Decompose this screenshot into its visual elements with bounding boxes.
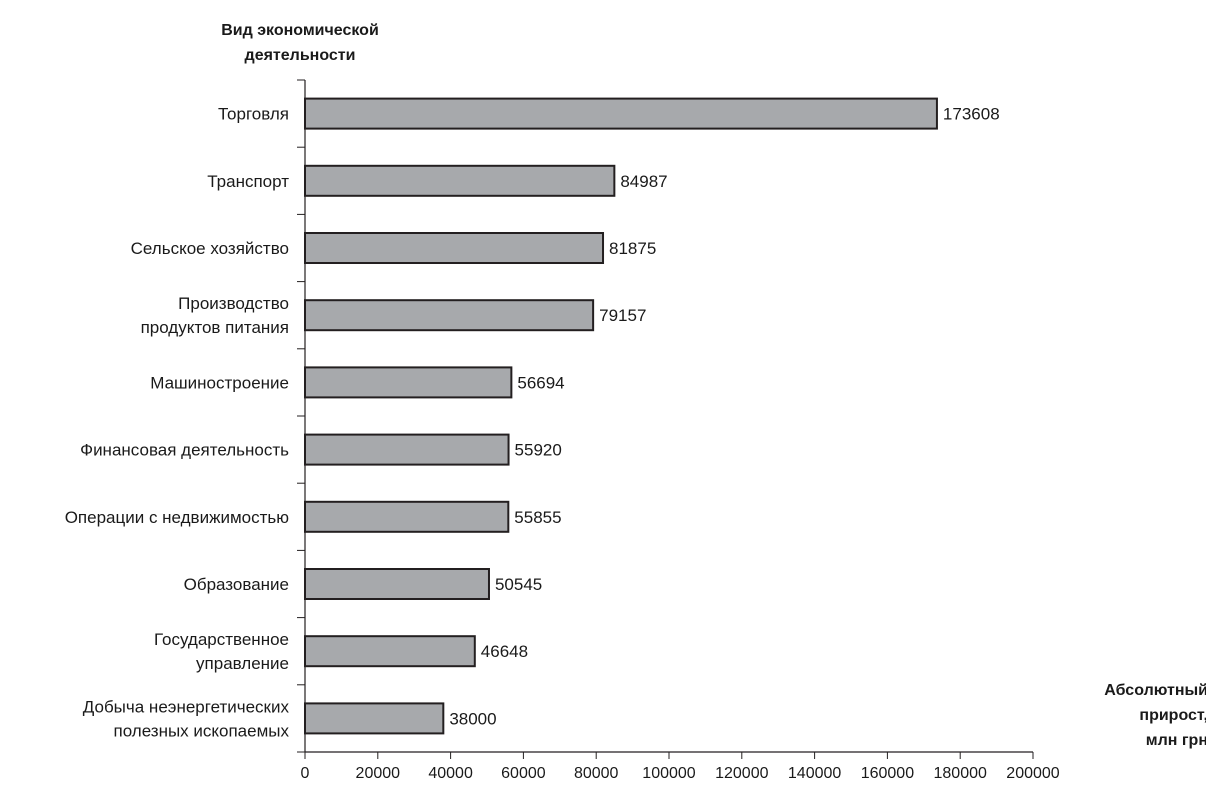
value-label: 173608 xyxy=(943,105,1000,124)
x-tick-label: 200000 xyxy=(1006,765,1059,782)
x-axis-title-line-3: млн грн xyxy=(1145,732,1206,749)
category-label: Финансовая деятельность xyxy=(80,441,289,460)
category-label: Машиностроение xyxy=(150,373,289,392)
bar xyxy=(304,97,938,130)
bar xyxy=(304,500,510,533)
bar xyxy=(304,232,605,264)
category-label: Добыча неэнергетических xyxy=(83,697,290,716)
bar xyxy=(304,568,490,600)
x-tick-label: 120000 xyxy=(715,765,768,782)
category-label: продуктов питания xyxy=(141,318,289,337)
x-tick-label: 40000 xyxy=(428,765,473,782)
category-label: управление xyxy=(196,654,289,673)
x-axis-title: Абсолютный прирост, млн грн xyxy=(1038,678,1206,753)
value-label: 55920 xyxy=(515,441,562,460)
bar xyxy=(304,433,510,466)
value-labels: 173608 84987 81875 79157 56694 55920 55855 5054… xyxy=(449,105,999,729)
bar xyxy=(304,366,513,399)
x-tick-label: 20000 xyxy=(356,765,401,782)
x-tick-label: 160000 xyxy=(861,765,914,782)
category-label: Торговля xyxy=(218,105,289,124)
x-axis-title-line-2: прирост, xyxy=(1139,707,1206,724)
x-tick-label: 0 xyxy=(301,765,310,782)
value-label: 79157 xyxy=(599,306,646,325)
x-axis-title-line-1: Абсолютный xyxy=(1104,682,1206,699)
value-label: 84987 xyxy=(620,172,667,191)
value-label: 38000 xyxy=(449,709,496,728)
bar xyxy=(304,702,445,735)
category-label: Транспорт xyxy=(207,172,289,191)
bar xyxy=(304,299,595,332)
value-label: 56694 xyxy=(517,373,564,392)
category-label: полезных ископаемых xyxy=(113,721,289,740)
category-label: Образование xyxy=(184,575,289,594)
bars-group xyxy=(304,97,938,735)
x-tick-label: 60000 xyxy=(501,765,546,782)
y-axis-title-line-1: Вид экономической xyxy=(221,22,379,39)
bar xyxy=(304,635,476,668)
category-label: Сельское хозяйство xyxy=(131,239,289,258)
x-tick-label: 180000 xyxy=(934,765,987,782)
category-label: Государственное xyxy=(154,630,289,649)
value-label: 46648 xyxy=(481,642,528,661)
category-label: Производство xyxy=(178,294,289,313)
x-tick-label: 100000 xyxy=(642,765,695,782)
value-label: 50545 xyxy=(495,575,542,594)
y-axis-title: Вид экономической деятельности xyxy=(190,18,410,68)
x-tick-label: 140000 xyxy=(788,765,841,782)
value-label: 81875 xyxy=(609,239,656,258)
category-labels: Торговля Транспорт Сельское хозяйство Произ… xyxy=(65,105,290,741)
x-tick-label: 80000 xyxy=(574,765,619,782)
x-tick-labels: 0 20000 40000 60000 80000 100000 120000 140000 1… xyxy=(301,765,1060,782)
category-label: Операции с недвижимостью xyxy=(65,508,290,527)
value-label: 55855 xyxy=(514,508,561,527)
bar xyxy=(304,164,616,197)
y-axis-title-line-2: деятельности xyxy=(244,47,356,64)
